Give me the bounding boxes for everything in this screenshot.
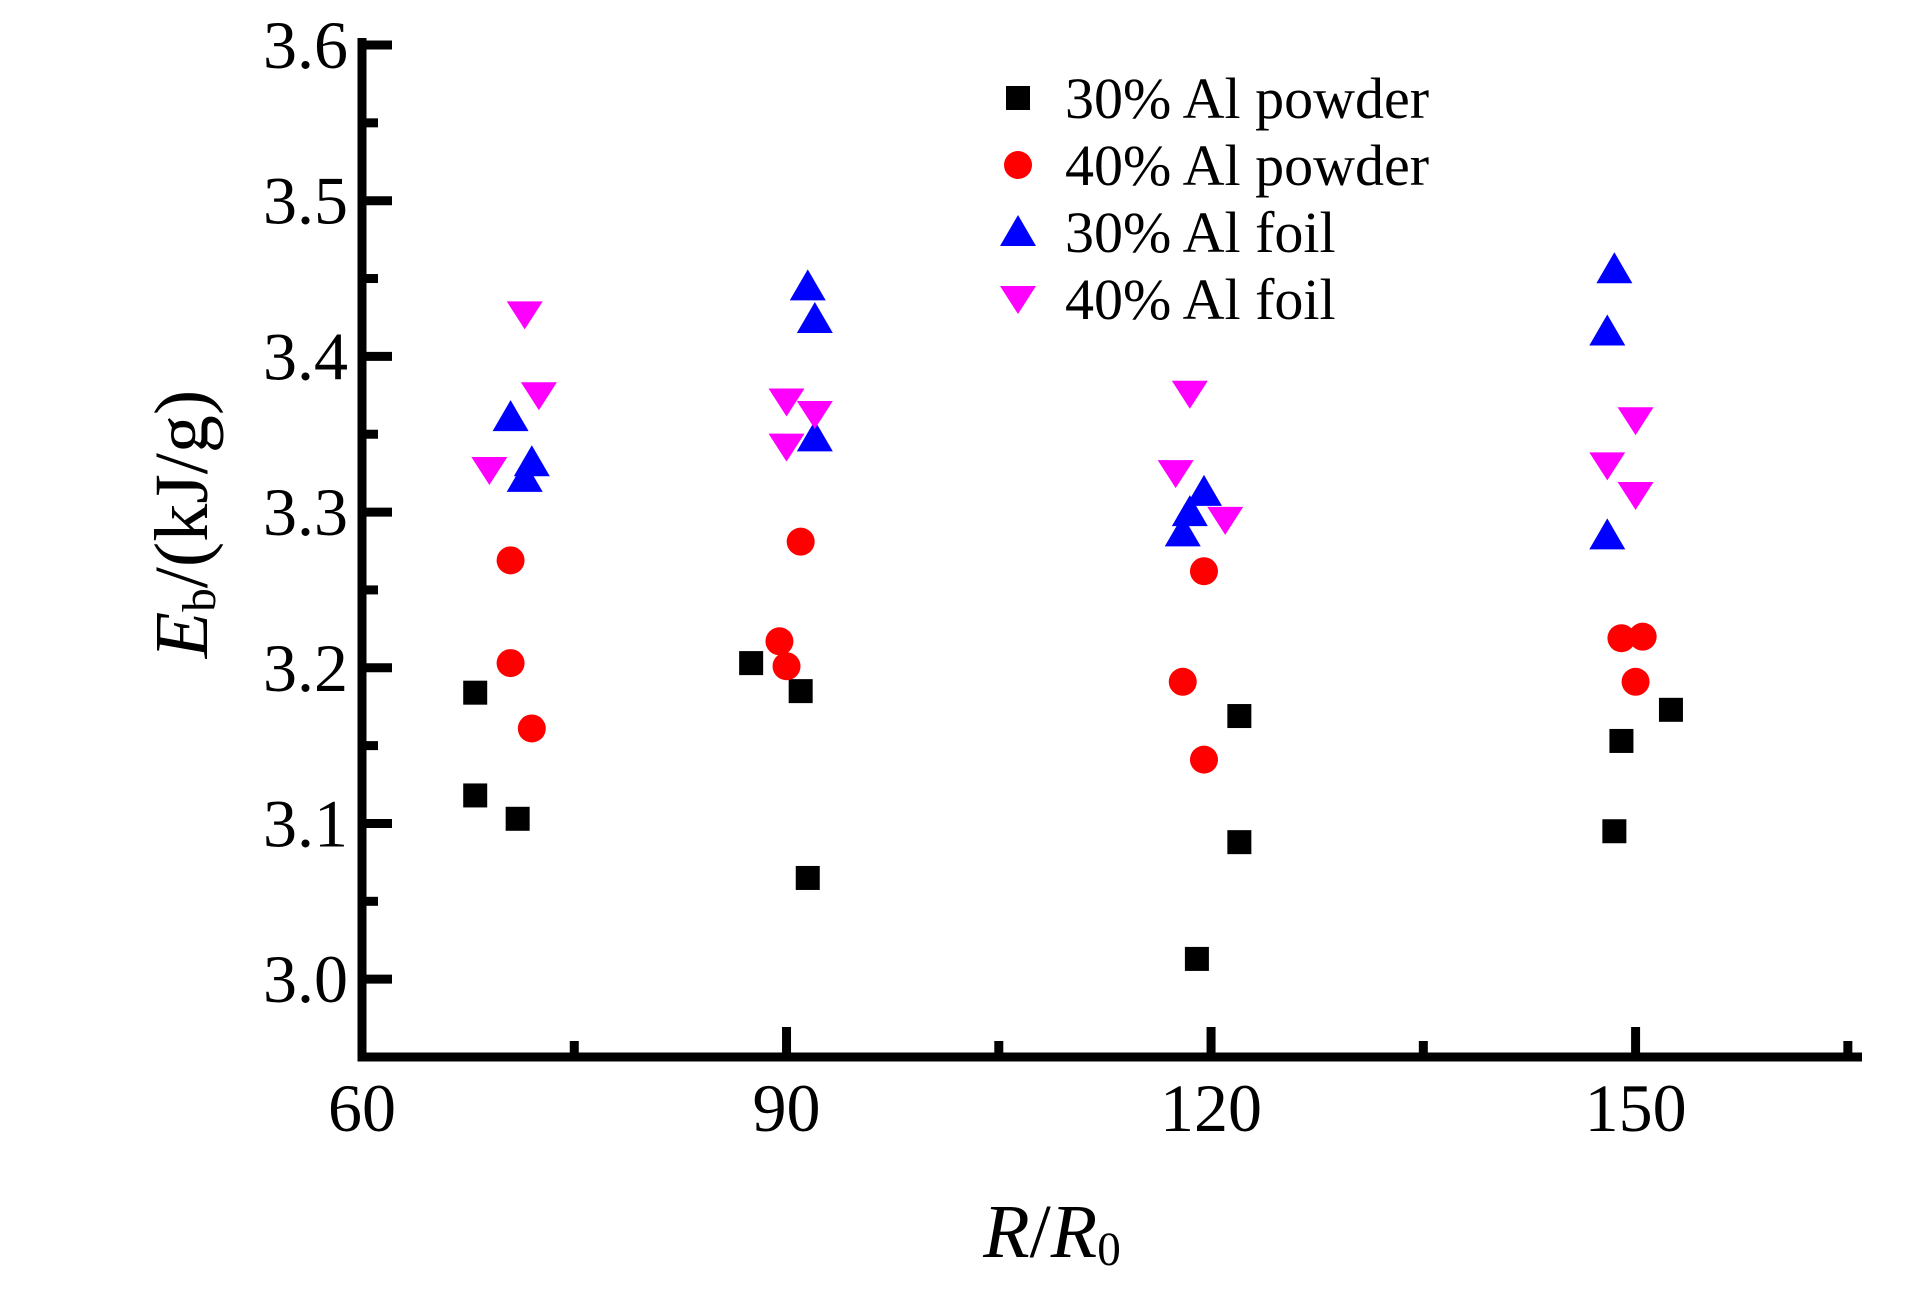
data-point-series-0 (463, 783, 488, 808)
x-tick-label: 120 (1160, 1070, 1262, 1146)
y-tick-label: 3.6 (263, 7, 348, 83)
data-point-series-2 (796, 302, 833, 334)
data-point-series-2 (1171, 495, 1208, 527)
data-point-series-1 (496, 546, 525, 575)
legend-marker-triangle-up (1000, 215, 1036, 246)
data-point-series-3 (768, 433, 805, 462)
data-point-series-3 (1589, 452, 1626, 481)
data-point-series-2 (506, 460, 543, 492)
data-point-series-0 (1227, 830, 1252, 855)
data-point-series-1 (517, 714, 546, 743)
data-point-series-0 (1658, 697, 1683, 722)
data-point-series-0 (1227, 704, 1252, 729)
x-axis-label-numerator: R (983, 1190, 1030, 1274)
x-axis-label-subscript: 0 (1097, 1224, 1121, 1277)
data-point-series-2 (789, 269, 826, 301)
data-point-series-3 (1207, 506, 1244, 535)
x-tick-label: 60 (328, 1070, 396, 1146)
data-point-series-1 (1621, 667, 1650, 696)
x-tick-label: 150 (1585, 1070, 1687, 1146)
data-point-series-1 (1607, 624, 1636, 653)
y-tick-label: 3.2 (263, 630, 348, 706)
y-axis-label-subscript: b (174, 588, 227, 612)
data-point-series-3 (506, 301, 543, 330)
data-point-series-1 (786, 527, 815, 556)
data-point-series-3 (471, 457, 508, 486)
data-point-series-3 (768, 388, 805, 417)
legend-item-label: 30% Al powder (1065, 66, 1429, 131)
y-tick-label: 3.5 (263, 163, 348, 239)
data-point-series-0 (505, 806, 530, 831)
data-point-series-3 (1617, 481, 1654, 510)
data-point-series-2 (492, 400, 529, 432)
legend-item-label: 40% Al foil (1065, 267, 1336, 332)
data-point-series-1 (772, 652, 801, 681)
data-point-series-2 (796, 420, 833, 452)
data-point-series-0 (795, 865, 820, 890)
data-point-series-1 (1189, 745, 1218, 774)
data-point-series-0 (1184, 946, 1209, 971)
data-point-series-1 (1628, 622, 1657, 651)
x-axis-label: R/R0 (983, 1194, 1121, 1274)
x-axis-label-divider: / (1029, 1190, 1051, 1274)
data-point-series-2 (1596, 252, 1633, 284)
data-point-series-2 (1589, 314, 1626, 346)
x-tick-label: 90 (753, 1070, 821, 1146)
x-axis-label-denominator: R (1050, 1190, 1098, 1274)
data-point-series-0 (463, 680, 488, 705)
data-point-series-1 (1168, 667, 1197, 696)
y-tick-label: 3.4 (263, 318, 348, 394)
data-point-series-0 (1609, 728, 1634, 753)
data-point-series-0 (739, 651, 764, 676)
data-point-series-1 (496, 649, 525, 678)
data-point-series-2 (1185, 474, 1222, 506)
data-point-series-0 (1602, 819, 1627, 844)
data-point-series-2 (1589, 518, 1626, 550)
data-point-series-1 (765, 627, 794, 656)
y-axis-label-symbol: E (140, 611, 224, 659)
data-point-series-0 (788, 679, 813, 704)
y-tick-label: 3.0 (263, 941, 348, 1017)
legend-marker-triangle-down (1000, 286, 1036, 314)
legend-item-label: 30% Al foil (1065, 200, 1336, 265)
data-point-series-3 (796, 400, 833, 429)
data-point-series-2 (1164, 515, 1201, 547)
y-axis-label: Eb/(kJ/g) (140, 390, 226, 658)
legend-marker-square (1006, 86, 1030, 110)
legend-marker-circle (1004, 151, 1032, 179)
data-point-series-3 (1157, 460, 1194, 489)
data-point-series-1 (1189, 557, 1218, 586)
y-tick-label: 3.3 (263, 474, 348, 550)
data-point-series-3 (520, 382, 557, 411)
legend-item-label: 40% Al powder (1065, 133, 1429, 198)
y-tick-label: 3.1 (263, 785, 348, 861)
y-axis-label-units: /(kJ/g) (140, 389, 224, 589)
data-point-series-3 (1617, 407, 1654, 436)
data-point-series-3 (1171, 380, 1208, 409)
